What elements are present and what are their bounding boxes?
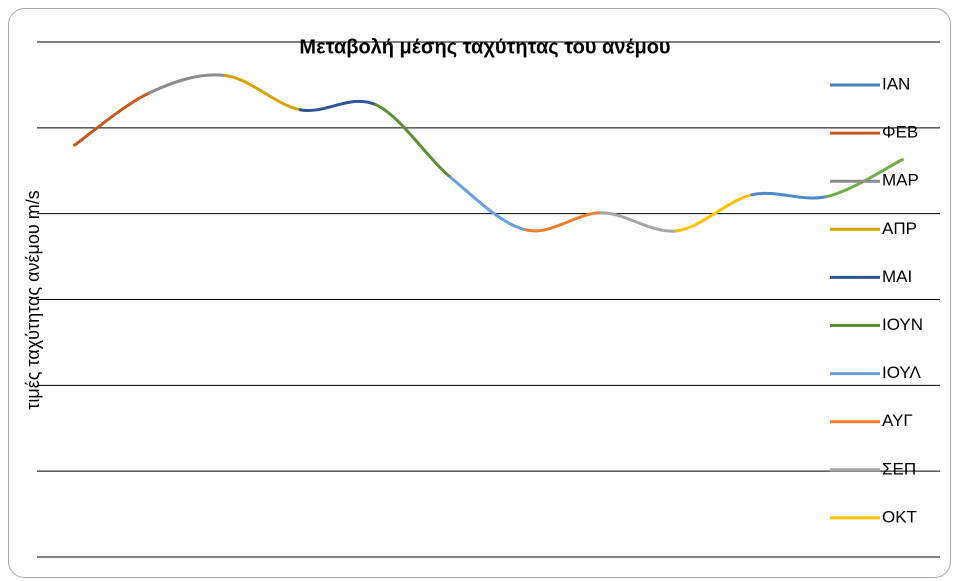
line-segment xyxy=(73,91,152,147)
legend-label: ΜΑΙ xyxy=(882,267,912,286)
line-segment xyxy=(750,191,829,200)
y-axis-label: τιμές ταχύτητας ανέμου m/s xyxy=(23,190,43,409)
line-segment xyxy=(374,103,453,180)
chart-title: Μεταβολή μέσης ταχύτητας του ανέμου xyxy=(299,36,670,58)
legend-label: ΙΑΝ xyxy=(882,74,910,93)
chart-frame xyxy=(8,8,951,578)
line-segment xyxy=(825,158,904,198)
line-segment xyxy=(223,73,302,112)
line-segment xyxy=(524,211,603,233)
legend-label: ΦΕΒ xyxy=(882,123,918,142)
legend-label: ΟΚΤ xyxy=(882,507,917,526)
legend-label: ΙΟΥΝ xyxy=(882,315,923,334)
line-segment xyxy=(298,99,378,113)
line-segment xyxy=(675,193,754,233)
legend-label: ΣΕΠ xyxy=(882,459,916,478)
line-segment xyxy=(449,176,528,232)
line-segment xyxy=(599,211,679,233)
legend-label: ΑΠΡ xyxy=(882,219,917,238)
line-segment xyxy=(148,73,227,95)
legend-label: ΜΑΡ xyxy=(882,171,919,190)
legend-label: ΙΟΥΛ xyxy=(882,363,921,382)
legend-label: ΑΥΓ xyxy=(882,411,913,430)
